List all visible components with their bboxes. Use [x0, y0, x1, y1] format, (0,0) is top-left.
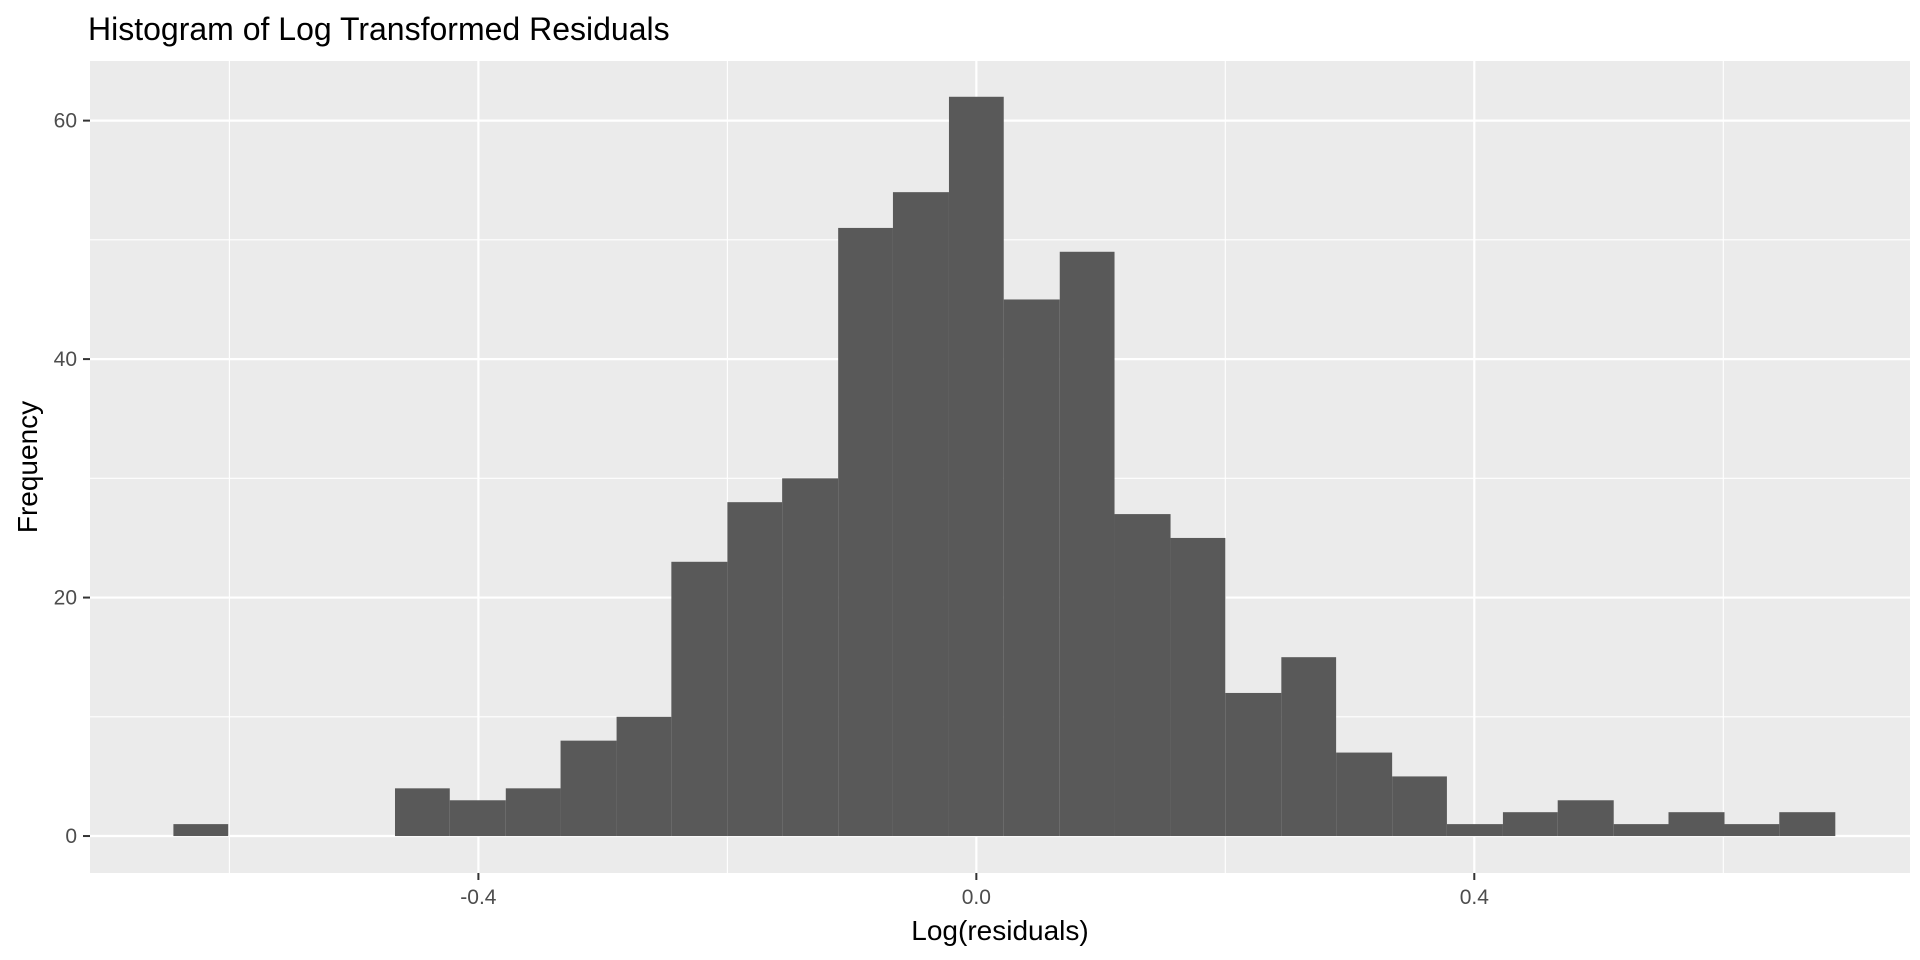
- y-axis-ticks: 0 20 40 60: [54, 110, 90, 848]
- histogram-bar: [1281, 657, 1337, 837]
- histogram-bar: [505, 788, 561, 837]
- histogram-bar: [1225, 692, 1282, 837]
- histogram-bar: [948, 96, 1004, 837]
- x-tick-label: -0.4: [460, 886, 497, 909]
- histogram-bar: [173, 824, 229, 837]
- histogram-bar: [449, 800, 506, 837]
- y-axis-title: Frequency: [12, 401, 43, 533]
- histogram-bar: [1336, 752, 1393, 837]
- histogram-bar: [1613, 824, 1669, 837]
- y-tick-label: 0: [65, 825, 77, 848]
- y-tick-label: 20: [54, 587, 77, 610]
- histogram-bar: [1003, 299, 1060, 837]
- histogram-bar: [838, 227, 893, 837]
- histogram-bar: [1557, 800, 1614, 837]
- histogram-bar: [1059, 251, 1115, 837]
- y-tick-label: 60: [54, 110, 77, 133]
- x-tick-label: 0.0: [962, 886, 991, 909]
- histogram-bar: [1114, 514, 1171, 837]
- histogram-bar: [1502, 812, 1558, 837]
- histogram-bar: [1446, 824, 1503, 837]
- chart-title: Histogram of Log Transformed Residuals: [88, 11, 670, 47]
- histogram-bar: [616, 716, 672, 837]
- histogram-bars: [173, 96, 1836, 837]
- histogram-bar: [892, 192, 949, 837]
- x-tick-label: 0.4: [1460, 886, 1490, 909]
- histogram-bar: [560, 740, 617, 837]
- histogram-bar: [782, 478, 839, 837]
- y-tick-label: 40: [54, 348, 77, 371]
- histogram-bar: [1668, 812, 1725, 837]
- histogram-bar: [394, 788, 450, 837]
- histogram-bar: [1392, 776, 1447, 837]
- x-axis-title: Log(residuals): [911, 915, 1088, 946]
- histogram-bar: [671, 561, 728, 837]
- histogram-bar: [1170, 537, 1226, 837]
- x-axis-ticks: -0.4 0.0 0.4: [460, 873, 1489, 909]
- histogram-bar: [727, 502, 783, 837]
- histogram-bar: [1779, 812, 1836, 837]
- histogram-bar: [1724, 824, 1780, 837]
